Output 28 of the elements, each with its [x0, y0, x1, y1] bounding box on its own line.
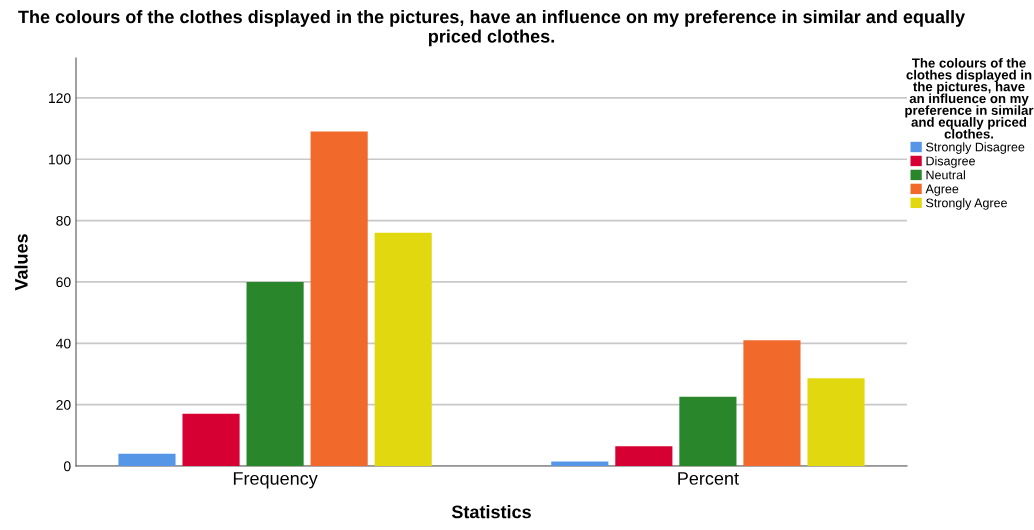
bar	[118, 453, 176, 466]
chart-title: The colours of the clothes displayed in the pictures, have an influence on my preference in similar and equally priced clothes.	[18, 10, 966, 47]
y-axis-title: Values	[14, 234, 28, 291]
y-tick-label: 80	[56, 215, 71, 226]
legend-label: Strongly Disagree	[926, 142, 1025, 154]
legend-label: Strongly Agree	[926, 198, 1007, 210]
x-tick-label: Percent	[678, 472, 739, 485]
y-tick-label: 0	[63, 461, 71, 472]
bar	[374, 232, 432, 466]
bar	[246, 281, 304, 466]
bar	[615, 446, 673, 466]
y-tick-label: 120	[49, 93, 71, 104]
y-tick-label: 20	[56, 399, 71, 410]
x-tick-label: Frequency	[233, 472, 318, 489]
legend-label: Neutral	[926, 170, 965, 180]
bar	[807, 378, 865, 466]
x-axis-title: Statistics	[451, 505, 531, 519]
legend-title: The colours of the clothes displayed in the pictures, have an influence on my preference in similar and equally priced clothes.	[905, 58, 1034, 139]
bar	[679, 396, 737, 466]
y-tick-label: 40	[56, 338, 71, 349]
bar	[551, 461, 609, 466]
legend-label: Agree	[925, 184, 959, 196]
y-tick-label: 60	[56, 277, 71, 288]
bar	[743, 340, 801, 466]
legend-label: Disagree	[926, 156, 975, 168]
bar	[182, 413, 240, 466]
bar	[310, 131, 368, 466]
y-tick-label: 100	[49, 154, 71, 165]
